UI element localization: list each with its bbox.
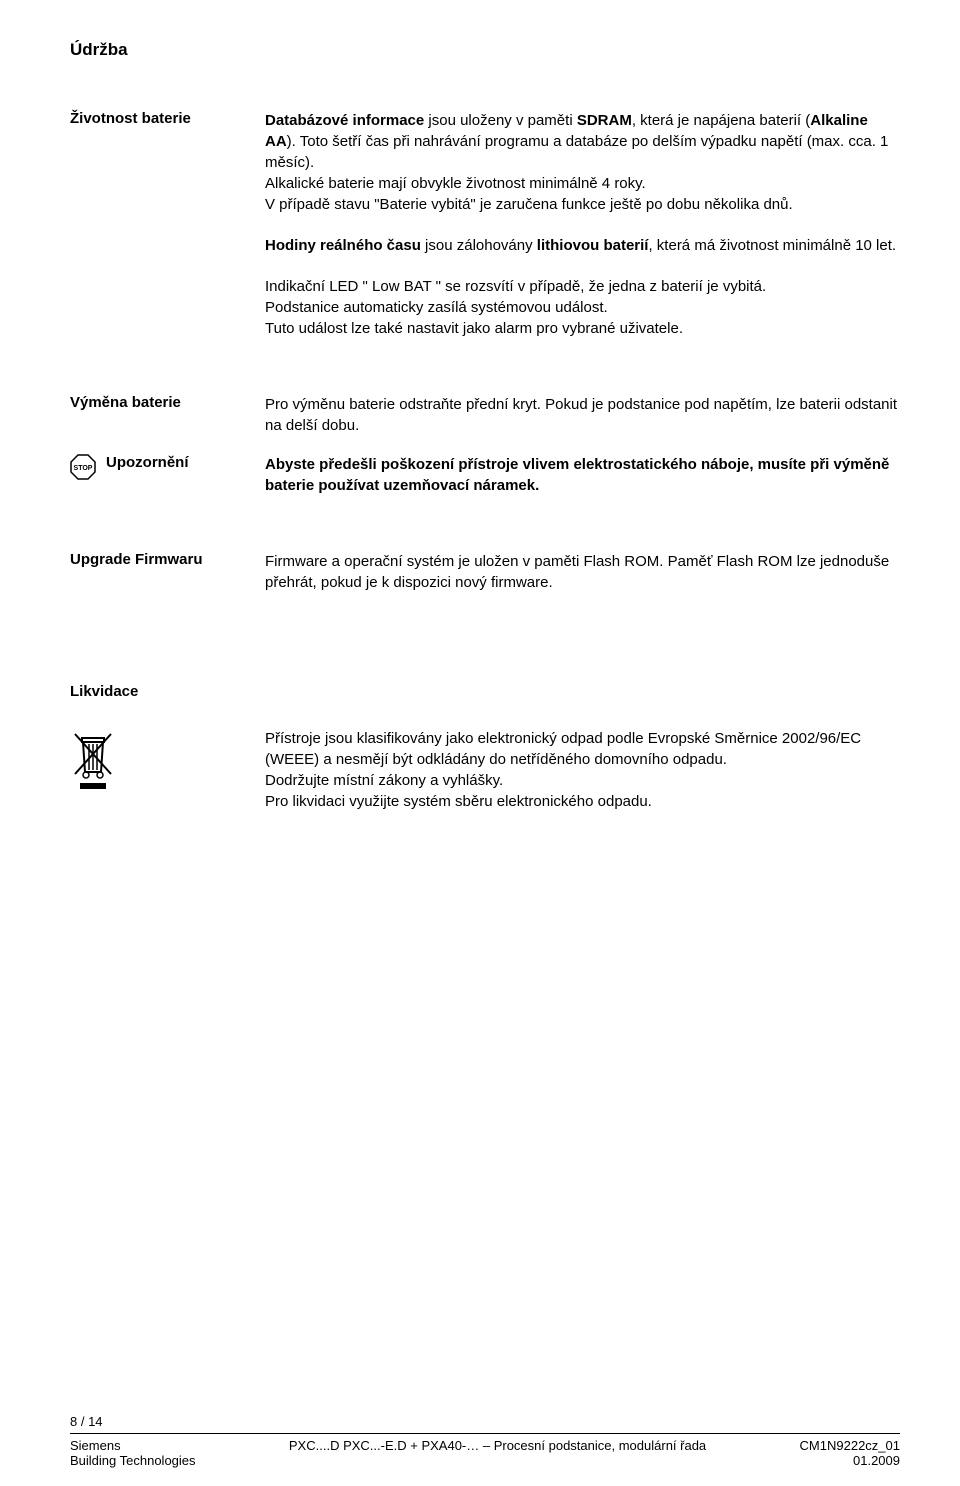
text-p1-l2: Alkalické baterie mají obvykle životnost… <box>265 175 646 192</box>
block-battery-life: Životnost baterie Databázové informace j… <box>70 110 900 339</box>
block-disposal: Likvidace <box>70 683 900 812</box>
content-warning: Abyste předešli poškození přístroje vliv… <box>265 454 900 496</box>
text-p1-after-alkaline: ). Toto šetří čas při nahrávání programu… <box>265 133 888 171</box>
text-disposal-l2: Dodržujte místní zákony a vyhlášky. <box>265 772 503 789</box>
text-p2-rest: , která má životnost minimálně 10 let. <box>648 237 896 254</box>
label-battery-life: Životnost baterie <box>70 110 265 339</box>
content-battery-replace: Pro výměnu baterie odstraňte přední kryt… <box>265 394 900 436</box>
footer-left1: Siemens <box>70 1438 121 1453</box>
text-sdram: SDRAM <box>577 112 632 129</box>
footer-left2: Building Technologies <box>70 1453 196 1468</box>
label-firmware: Upgrade Firmwaru <box>70 551 265 593</box>
label-disposal: Likvidace <box>70 683 900 700</box>
weee-icon-wrap <box>70 728 265 812</box>
page: Údržba Životnost baterie Databázové info… <box>0 0 960 1486</box>
content-battery-life: Databázové informace jsou uloženy v pamě… <box>265 110 900 339</box>
label-battery-replace: Výměna baterie <box>70 394 265 436</box>
text-warning: Abyste předešli poškození přístroje vliv… <box>265 454 900 496</box>
text-p3-l3: Tuto událost lze také nastavit jako alar… <box>265 320 683 337</box>
footer-center: PXC....D PXC...-E.D + PXA40-… – Procesní… <box>196 1438 800 1468</box>
battery-life-p2: Hodiny reálného času jsou zálohovány lit… <box>265 235 900 256</box>
footer-right: CM1N9222cz_01 01.2009 <box>800 1438 900 1468</box>
text-battery-replace: Pro výměnu baterie odstraňte přední kryt… <box>265 394 900 436</box>
footer-right1: CM1N9222cz_01 <box>800 1438 900 1453</box>
footer-left: Siemens Building Technologies <box>70 1438 196 1468</box>
text-db-info: Databázové informace <box>265 112 424 129</box>
block-firmware: Upgrade Firmwaru Firmware a operační sys… <box>70 551 900 593</box>
content-disposal: Přístroje jsou klasifikovány jako elektr… <box>265 728 900 812</box>
text-p3-l1: Indikační LED " Low BAT " se rozsvítí v … <box>265 278 766 295</box>
text-disposal-l1: Přístroje jsou klasifikovány jako elektr… <box>265 730 861 768</box>
footer-page-number: 8 / 14 <box>70 1414 900 1429</box>
text-rtc: Hodiny reálného času <box>265 237 421 254</box>
text-p1-after-sdram: , která je napájena baterií ( <box>632 112 810 129</box>
content-firmware: Firmware a operační systém je uložen v p… <box>265 551 900 593</box>
text-p2-mid: jsou zálohovány <box>421 237 537 254</box>
text-firmware: Firmware a operační systém je uložen v p… <box>265 551 900 593</box>
label-warning: STOP Upozornění <box>70 454 265 496</box>
page-footer: 8 / 14 Siemens Building Technologies PXC… <box>70 1414 900 1468</box>
text-p3-l2: Podstanice automaticky zasílá systémovou… <box>265 299 608 316</box>
block-battery-replace: Výměna baterie Pro výměnu baterie odstra… <box>70 394 900 436</box>
block-warning: STOP Upozornění Abyste předešli poškozen… <box>70 454 900 496</box>
text-p1-l3: V případě stavu "Baterie vybitá" je zaru… <box>265 196 793 213</box>
footer-line: Siemens Building Technologies PXC....D P… <box>70 1433 900 1468</box>
text-p1-mid: jsou uloženy v paměti <box>424 112 577 129</box>
text-disposal-l3: Pro likvidaci využijte systém sběru elek… <box>265 793 652 810</box>
disposal-text: Přístroje jsou klasifikovány jako elektr… <box>265 728 900 812</box>
footer-right2: 01.2009 <box>853 1453 900 1468</box>
page-title: Údržba <box>70 40 900 60</box>
label-warning-text: Upozornění <box>106 454 189 471</box>
weee-bin-icon <box>70 728 116 792</box>
stop-icon-text: STOP <box>74 465 93 472</box>
stop-icon: STOP <box>70 454 96 480</box>
battery-life-p1: Databázové informace jsou uloženy v pamě… <box>265 110 900 215</box>
battery-life-p3: Indikační LED " Low BAT " se rozsvítí v … <box>265 276 900 339</box>
text-lithium: lithiovou baterií <box>537 237 649 254</box>
